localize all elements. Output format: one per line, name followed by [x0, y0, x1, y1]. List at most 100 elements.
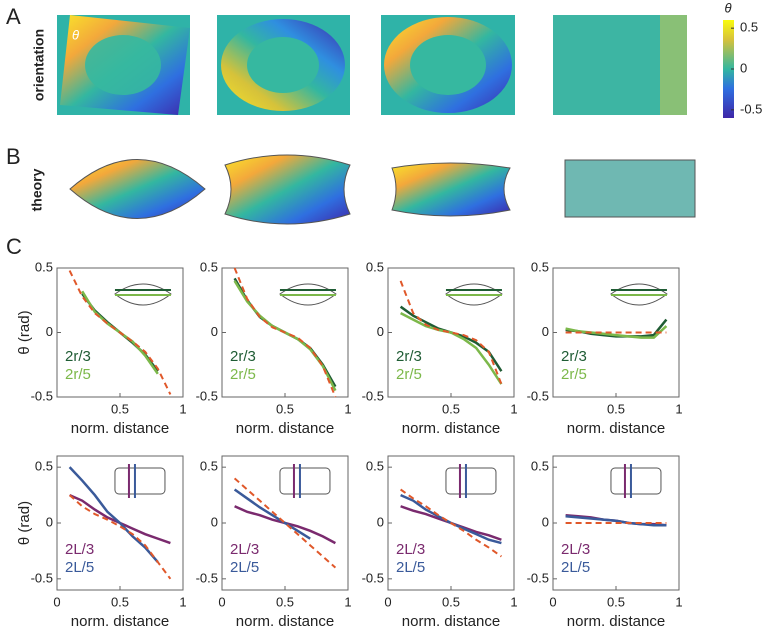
x-axis-label: norm. distance	[71, 420, 169, 437]
legend-entry: 2L/3	[561, 541, 590, 558]
legend-entry: 2r/5	[230, 366, 256, 383]
y-tick-label: 0	[46, 324, 53, 339]
colorbar-label: θ	[724, 0, 731, 15]
x-axis-label: norm. distance	[236, 613, 334, 630]
data-line	[233, 488, 311, 540]
x-axis-label: norm. distance	[71, 613, 169, 630]
x-tick-label: 1	[179, 594, 186, 609]
y-axis-label: θ (rad)	[16, 310, 33, 354]
x-tick-label: 0	[218, 594, 225, 609]
y-tick-label: 0	[542, 324, 549, 339]
x-tick-label: 0.5	[111, 594, 129, 609]
theory-line	[233, 267, 337, 398]
image	[410, 35, 486, 95]
row-label: orientation	[31, 29, 47, 101]
theory-shapes	[69, 154, 696, 225]
y-tick-label: -0.5	[527, 388, 549, 403]
legend-entry: 2r/5	[65, 366, 91, 383]
inset	[279, 464, 331, 498]
x-axis-label: norm. distance	[236, 420, 334, 437]
theory-shape	[224, 154, 351, 225]
x-tick-label: 0.5	[607, 594, 625, 609]
panel-letter: C	[6, 234, 22, 259]
y-tick-label: -0.5	[196, 570, 218, 585]
x-tick-label: 0.5	[442, 594, 460, 609]
y-axis-label: θ (rad)	[16, 501, 33, 545]
theory-line	[233, 477, 337, 569]
y-tick-label: -0.5	[362, 388, 384, 403]
legend-entry: 2r/3	[65, 348, 91, 365]
y-tick-label: 0.5	[531, 259, 549, 274]
x-tick-label: 1	[675, 401, 682, 416]
theory-line	[68, 270, 172, 395]
y-tick-label: 0.5	[35, 259, 53, 274]
legend-entry: 2L/5	[396, 559, 425, 576]
inset	[445, 283, 503, 306]
legend-entry: 2r/3	[561, 348, 587, 365]
x-tick-label: 0.5	[607, 401, 625, 416]
x-tick-label: 0.5	[442, 401, 460, 416]
colorbar-tick-label: 0	[740, 60, 747, 75]
y-tick-label: -0.5	[31, 388, 53, 403]
x-tick-label: 1	[510, 594, 517, 609]
y-tick-label: 0	[542, 514, 549, 529]
y-tick-label: 0	[211, 514, 218, 529]
theory-shape	[564, 159, 696, 218]
legend-entry: 2r/3	[230, 348, 256, 365]
legend-entry: 2L/3	[396, 541, 425, 558]
x-tick-label: 1	[675, 594, 682, 609]
inset	[279, 283, 337, 306]
y-tick-label: 0.5	[366, 459, 384, 474]
theory-shape	[69, 159, 206, 219]
image	[85, 35, 161, 95]
y-tick-label: -0.5	[196, 388, 218, 403]
data-line	[565, 325, 668, 339]
legend-entry: 2r/5	[396, 366, 422, 383]
inset	[610, 464, 662, 498]
y-tick-label: 0	[377, 324, 384, 339]
orientation-images: θ	[57, 15, 734, 118]
x-tick-label: 1	[344, 401, 351, 416]
inset	[114, 464, 166, 498]
inset	[445, 464, 497, 498]
inset-shape	[610, 467, 662, 495]
legend-entry: 2L/3	[230, 541, 259, 558]
y-tick-label: 0.5	[531, 459, 549, 474]
theory-line	[399, 280, 503, 385]
y-tick-label: 0.5	[366, 259, 384, 274]
x-tick-label: 0.5	[276, 594, 294, 609]
x-axis-label: norm. distance	[402, 420, 500, 437]
legend-entry: 2L/5	[65, 559, 94, 576]
legend-entry: 2r/3	[396, 348, 422, 365]
x-tick-label: 1	[179, 401, 186, 416]
image	[660, 15, 687, 115]
row-label: theory	[29, 168, 45, 211]
inset	[114, 283, 172, 306]
theory-shape	[391, 162, 511, 217]
image	[247, 37, 319, 93]
legend-entry: 2r/5	[561, 366, 587, 383]
x-tick-label: 0	[549, 594, 556, 609]
x-tick-label: 0.5	[111, 401, 129, 416]
x-tick-label: 0	[384, 594, 391, 609]
y-tick-label: -0.5	[527, 570, 549, 585]
y-tick-label: 0.5	[35, 459, 53, 474]
inset-label: θ	[72, 27, 79, 42]
panel-letter: B	[6, 144, 21, 169]
panel-letter: A	[6, 4, 21, 29]
x-tick-label: 0.5	[276, 401, 294, 416]
colorbar-tick-label: 0.5	[740, 20, 758, 35]
theory-line	[68, 494, 172, 580]
y-tick-label: -0.5	[31, 570, 53, 585]
x-axis-label: norm. distance	[567, 613, 665, 630]
data-line	[565, 515, 667, 527]
inset-shape	[279, 467, 331, 495]
y-tick-label: 0.5	[200, 459, 218, 474]
data-line	[68, 466, 159, 563]
legend-entry: 2L/5	[561, 559, 590, 576]
y-tick-label: 0.5	[200, 259, 218, 274]
legend-entry: 2L/5	[230, 559, 259, 576]
y-tick-label: 0	[211, 324, 218, 339]
y-tick-label: 0	[46, 514, 53, 529]
